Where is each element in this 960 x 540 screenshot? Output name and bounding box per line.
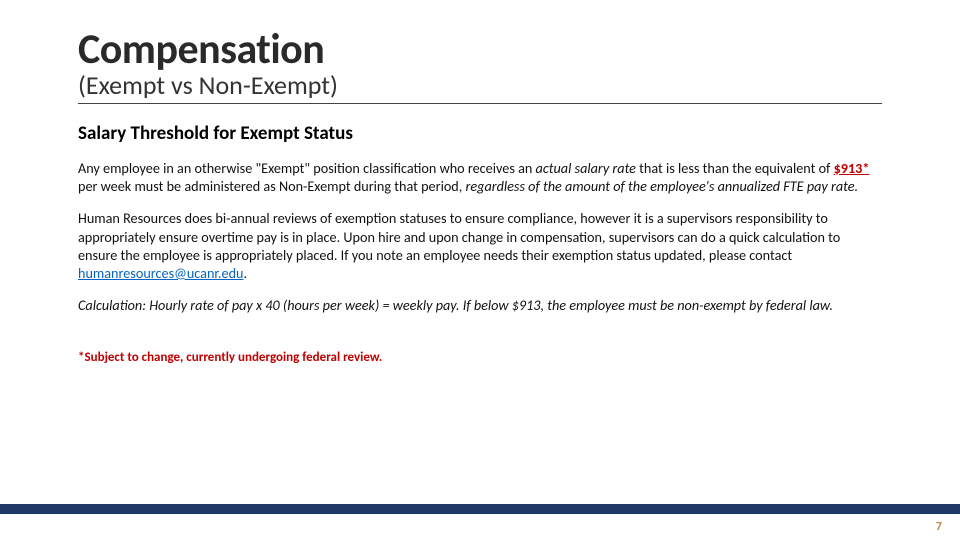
divider bbox=[78, 103, 882, 104]
email-link[interactable]: humanresources@ucanr.edu bbox=[78, 264, 243, 282]
footnote: *Subject to change, currently undergoing… bbox=[78, 350, 882, 365]
slide-title: Compensation bbox=[78, 24, 882, 75]
slide-subtitle: (Exempt vs Non-Exempt) bbox=[78, 69, 882, 103]
p1-text-e: per week must be administered as Non-Exe… bbox=[78, 177, 466, 195]
section-heading: Salary Threshold for Exempt Status bbox=[78, 122, 882, 145]
p2-text-b: . bbox=[243, 264, 247, 282]
p1-text-c: that is less than the equivalent of bbox=[636, 159, 834, 177]
content-area: Compensation (Exempt vs Non-Exempt) Sala… bbox=[0, 0, 960, 365]
footer-bar bbox=[0, 504, 960, 514]
p2-text-a: Human Resources does bi-annual reviews o… bbox=[78, 209, 840, 263]
p1-italic-regardless: regardless of the amount of the employee… bbox=[466, 177, 859, 195]
slide: Compensation (Exempt vs Non-Exempt) Sala… bbox=[0, 0, 960, 540]
paragraph-1: Any employee in an otherwise "Exempt" po… bbox=[78, 159, 882, 195]
p1-text-a: Any employee in an otherwise "Exempt" po… bbox=[78, 159, 536, 177]
page-number: 7 bbox=[936, 520, 942, 534]
p1-amount: $913* bbox=[834, 159, 870, 177]
paragraph-3-calculation: Calculation: Hourly rate of pay x 40 (ho… bbox=[78, 296, 882, 314]
p1-italic-actual-salary: actual salary rate bbox=[536, 159, 636, 177]
paragraph-2: Human Resources does bi-annual reviews o… bbox=[78, 209, 882, 282]
